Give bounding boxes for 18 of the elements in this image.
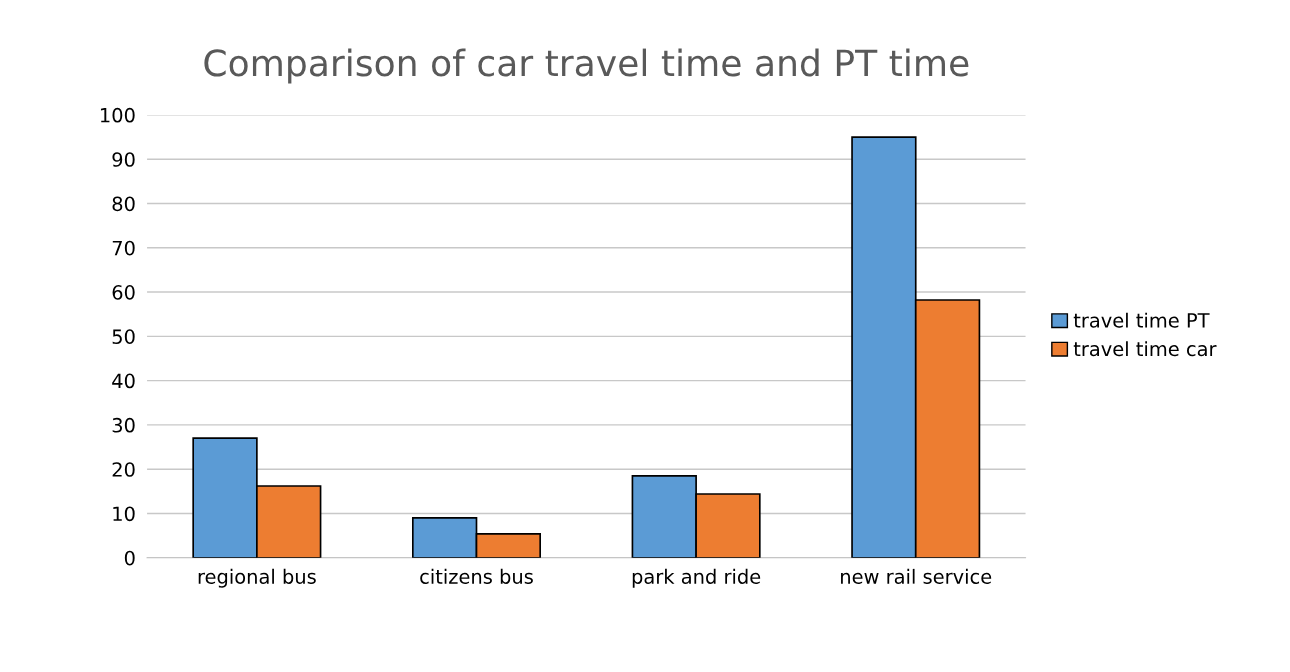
x-tick-label: regional bus <box>198 568 316 588</box>
y-tick-label: 70 <box>112 240 135 256</box>
y-tick-label: 20 <box>112 462 135 477</box>
y-tick-label: 90 <box>112 152 135 167</box>
x-tick-label: citizens bus <box>420 568 533 584</box>
legend-label: travel time car <box>1073 341 1217 357</box>
y-tick-label: 80 <box>112 196 135 212</box>
chart-title: Comparison of car travel time and PT time <box>204 48 969 84</box>
y-tick-label: 0 <box>124 550 135 566</box>
x-tick-label: new rail service <box>841 568 992 584</box>
y-tick-label: 100 <box>100 107 135 123</box>
x-tick-label: park and ride <box>632 568 761 588</box>
legend-label: travel time PT <box>1073 312 1210 328</box>
y-tick-label: 10 <box>113 506 135 522</box>
y-tick-label: 50 <box>112 329 135 344</box>
y-tick-label: 40 <box>112 373 135 389</box>
y-tick-label: 30 <box>112 417 135 433</box>
y-tick-label: 60 <box>112 285 135 300</box>
